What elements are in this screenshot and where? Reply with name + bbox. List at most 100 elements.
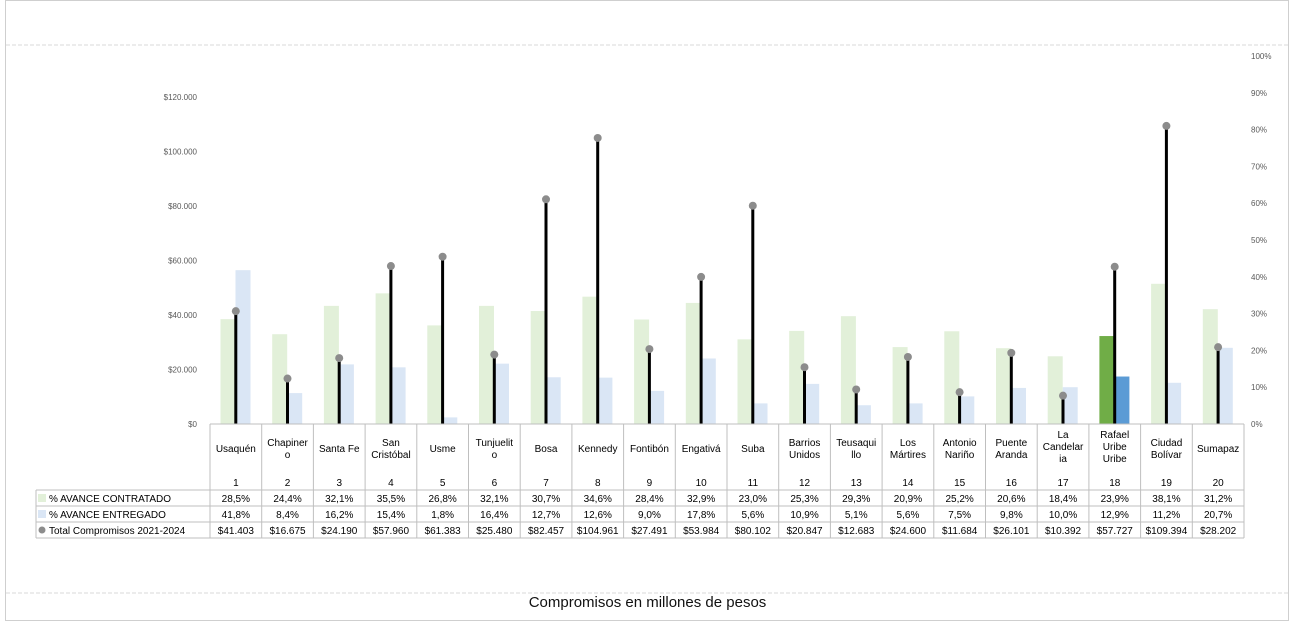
- category-label: Sumapaz: [1197, 444, 1239, 455]
- category-label: Bosa: [535, 444, 558, 455]
- table-cell-value: 10,0%: [1049, 510, 1077, 521]
- table-cell-value: $16.675: [269, 526, 306, 537]
- table-cell-value: 25,3%: [790, 494, 818, 505]
- category-number: 3: [336, 478, 342, 489]
- category-label: Antonio Nariño: [943, 438, 977, 461]
- bar-entregado: [855, 405, 871, 424]
- bar-entregado: [1011, 387, 1026, 424]
- bar-entregado: [442, 417, 458, 424]
- right-axis-tick: 40%: [1251, 273, 1267, 282]
- table-cell-value: 15,4%: [377, 510, 405, 521]
- bar-entregado: [494, 363, 509, 424]
- category-number: 16: [1006, 478, 1018, 489]
- table-cell-value: 12,9%: [1101, 510, 1129, 521]
- legend-label: % AVANCE ENTREGADO: [49, 510, 166, 521]
- lollipop-dot: [335, 354, 344, 363]
- table-cell-value: 32,1%: [325, 494, 353, 505]
- legend-swatch: [38, 510, 46, 518]
- bar-entregado: [235, 270, 251, 424]
- bar-contratado: [1099, 336, 1115, 424]
- category-label: Tunjuelit o: [476, 438, 514, 461]
- legend-label: % AVANCE CONTRATADO: [49, 494, 171, 505]
- table-cell-value: 1,8%: [431, 510, 454, 521]
- table-cell-value: 17,8%: [687, 510, 715, 521]
- table-cell-value: 32,9%: [687, 494, 715, 505]
- legend-swatch: [38, 494, 46, 502]
- category-number: 10: [696, 478, 708, 489]
- category-label: Fontibón: [630, 444, 669, 455]
- table-cell-value: $82.457: [528, 526, 565, 537]
- table-cell-value: $12.683: [838, 526, 875, 537]
- table-cell-value: 20,7%: [1204, 510, 1232, 521]
- left-axis-tick: $40.000: [168, 311, 197, 320]
- left-axis-tick: $100.000: [164, 148, 198, 157]
- table-cell-value: $28.202: [1200, 526, 1237, 537]
- right-axis-tick: 0%: [1251, 420, 1263, 429]
- lollipop-dot: [438, 252, 447, 261]
- table-cell-value: 31,2%: [1204, 494, 1232, 505]
- table-cell-value: 34,6%: [584, 494, 612, 505]
- table-cell-value: 23,9%: [1101, 494, 1129, 505]
- lollipop-dot: [542, 195, 550, 204]
- lollipop-dot: [645, 345, 654, 354]
- bar-contratado: [479, 305, 494, 424]
- bar-contratado: [375, 293, 391, 424]
- right-axis-tick: 60%: [1251, 199, 1267, 208]
- category-label: Chapiner o: [267, 438, 308, 461]
- right-axis-tick: 70%: [1251, 162, 1267, 171]
- legend-dot: [38, 526, 46, 534]
- bar-contratado: [427, 325, 443, 424]
- category-number: 15: [954, 478, 966, 489]
- lollipop-dot: [283, 374, 292, 383]
- lollipop-dot: [852, 385, 861, 394]
- lollipop-dot: [490, 350, 499, 359]
- bar-contratado: [634, 319, 650, 424]
- table-cell-value: 9,0%: [638, 510, 661, 521]
- left-axis-tick: $80.000: [168, 202, 197, 211]
- lollipop-dot: [231, 307, 240, 316]
- table-cell-value: 12,7%: [532, 510, 560, 521]
- left-axis-tick: $120.000: [164, 93, 198, 102]
- category-number: 13: [851, 478, 863, 489]
- right-axis-tick: 80%: [1251, 126, 1267, 135]
- table-cell-value: $25.480: [476, 526, 513, 537]
- bar-entregado: [959, 396, 975, 424]
- bar-contratado: [272, 334, 288, 424]
- table-cell-value: 16,4%: [480, 510, 508, 521]
- category-label: Rafael Uribe Uribe: [1100, 430, 1129, 465]
- table-cell-value: $53.984: [683, 526, 720, 537]
- bar-contratado: [737, 339, 753, 424]
- category-label: Suba: [741, 444, 765, 455]
- category-number: 17: [1057, 478, 1069, 489]
- left-axis-tick: $0: [188, 420, 197, 429]
- bar-contratado: [685, 302, 701, 424]
- table-cell-value: 26,8%: [428, 494, 456, 505]
- table-cell-value: $10.392: [1045, 526, 1082, 537]
- category-number: 14: [902, 478, 914, 489]
- category-label: Usaquén: [216, 444, 256, 455]
- table-cell-value: $11.684: [942, 526, 978, 537]
- table-cell-value: 25,2%: [945, 494, 973, 505]
- category-number: 11: [748, 478, 759, 489]
- legend-label: Total Compromisos 2021-2024: [49, 526, 186, 537]
- lollipop-dot: [1007, 348, 1016, 357]
- table-cell-value: 5,1%: [845, 510, 868, 521]
- category-label: San Cristóbal: [371, 438, 410, 461]
- bar-entregado: [649, 390, 665, 424]
- table-cell-value: 28,5%: [222, 494, 250, 505]
- category-label: Los Mártires: [890, 438, 926, 461]
- table-cell-value: 23,0%: [739, 494, 767, 505]
- bar-entregado: [597, 377, 613, 424]
- category-number: 4: [388, 478, 394, 489]
- category-number: 1: [233, 478, 239, 489]
- bar-contratado: [582, 296, 598, 424]
- lollipop-dot: [1214, 343, 1223, 352]
- table-cell-value: 28,4%: [635, 494, 663, 505]
- table-cell-value: 29,3%: [842, 494, 870, 505]
- left-axis-tick: $20.000: [168, 366, 197, 375]
- category-number: 12: [799, 478, 811, 489]
- table-cell-value: 8,4%: [276, 510, 299, 521]
- table-cell-value: 24,4%: [273, 494, 301, 505]
- table-cell-value: 20,9%: [894, 494, 922, 505]
